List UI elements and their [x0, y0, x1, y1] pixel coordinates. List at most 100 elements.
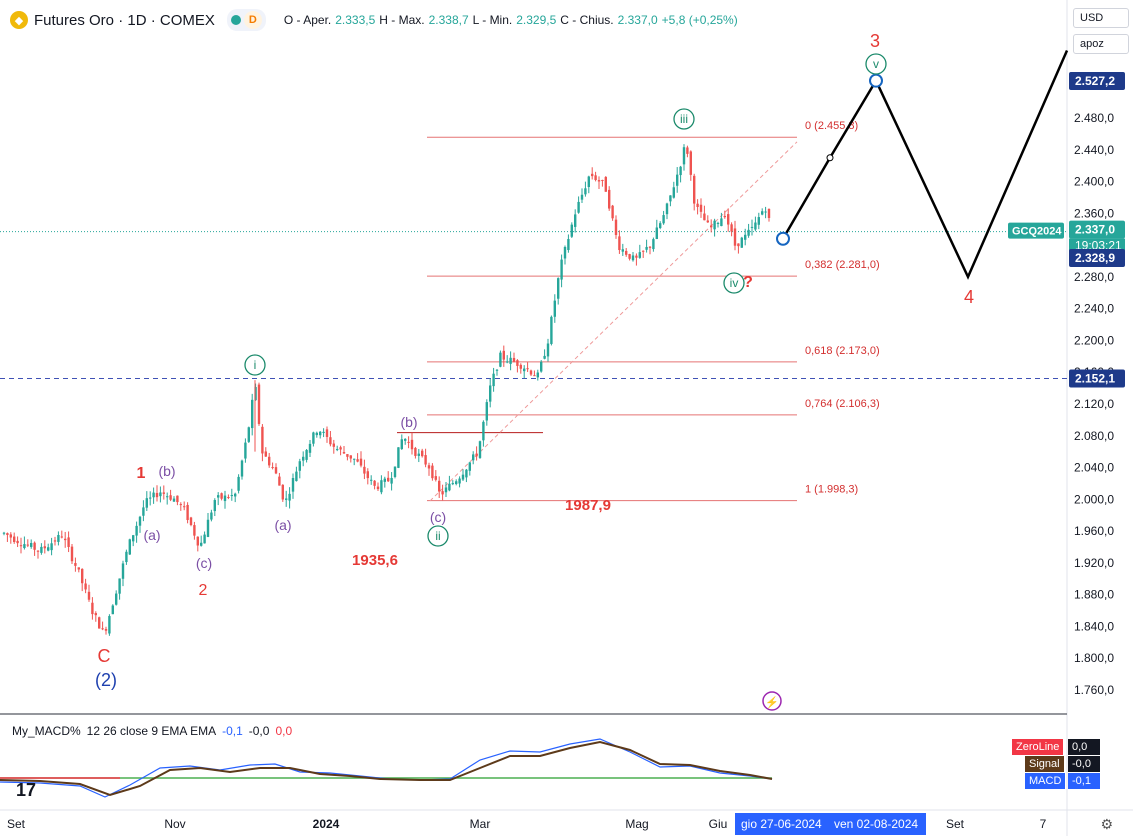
fib-level-label: 0,764 (2.106,3) — [805, 398, 880, 410]
candle-body — [404, 438, 407, 441]
y-tick-label: 2.400,0 — [1074, 175, 1114, 189]
x-tick-label: 2024 — [313, 817, 340, 831]
candle-body — [509, 357, 512, 364]
candle-body — [635, 255, 638, 258]
candle-body — [2, 532, 6, 534]
candle-body — [135, 525, 138, 536]
candle-body — [138, 516, 142, 526]
candle-body — [264, 451, 267, 457]
candle-body — [764, 211, 767, 213]
settings-gear-icon[interactable]: ⚙ — [1100, 816, 1113, 832]
fib-level-label: 0 (2.455,8) — [805, 120, 858, 132]
candle-body — [560, 259, 563, 280]
close-label: C - Chius. — [560, 13, 614, 27]
candle-body — [186, 504, 189, 521]
candle-body — [387, 477, 390, 482]
lightning-icon — [762, 691, 782, 711]
candle-body — [172, 498, 176, 502]
candle-body — [237, 476, 240, 491]
unit-select[interactable]: apoz — [1073, 34, 1129, 54]
candle-body — [281, 484, 284, 500]
candle-body — [390, 477, 393, 484]
candle-body — [125, 551, 128, 563]
y-tick-label: 1.880,0 — [1074, 588, 1114, 602]
candle-body — [750, 226, 754, 228]
gold-logo-icon: ◆ — [10, 11, 28, 29]
candle-body — [655, 227, 658, 240]
candle-body — [84, 583, 87, 590]
macd-legend[interactable]: My_MACD% 12 26 close 9 EMA EMA -0,1 -0,0… — [12, 724, 292, 738]
candle-body — [727, 214, 730, 225]
candle-body — [550, 316, 553, 344]
trend-line — [429, 141, 798, 502]
symbol-title[interactable]: Futures Oro · 1D · COMEX — [34, 11, 215, 29]
candle-body — [312, 432, 315, 444]
candle-body — [417, 453, 420, 456]
candle-body — [200, 542, 203, 546]
candle-body — [563, 246, 567, 259]
candle-body — [359, 458, 363, 466]
macd-value-tag: -0,1 — [1068, 773, 1100, 789]
candle-body — [397, 447, 400, 468]
candle-body — [268, 456, 271, 466]
lightning-icon-glyph: ⚡ — [765, 696, 779, 709]
candle-body — [733, 228, 737, 246]
signal-value: -0,0 — [1068, 756, 1100, 772]
candle-body — [757, 217, 760, 225]
candle-body — [342, 452, 346, 454]
candle-body — [285, 498, 288, 500]
currency-select[interactable]: USD — [1073, 8, 1129, 28]
y-tick-label: 1.920,0 — [1074, 556, 1114, 570]
candle-body — [240, 460, 244, 477]
date-cursor-label: gio 27-06-2024 — [735, 813, 828, 835]
projection-start-point — [776, 231, 790, 246]
status-badges[interactable]: D — [226, 9, 266, 31]
tradingview-logo: 17 — [16, 780, 36, 800]
macd-name: My_MACD% — [12, 724, 81, 738]
candle-body — [101, 628, 104, 630]
wave-label-a2: (a) — [274, 517, 291, 533]
candle-body — [155, 492, 159, 498]
candle-body — [502, 350, 505, 360]
y-tick-label: 1.960,0 — [1074, 524, 1114, 538]
fib-level-label: 0,382 (2.281,0) — [805, 259, 880, 271]
candle-body — [648, 246, 652, 248]
candle-body — [730, 224, 733, 232]
candle-body — [159, 492, 162, 497]
candle-body — [50, 543, 53, 551]
last-price-tag-bg — [1069, 220, 1125, 239]
candle-body — [720, 218, 723, 227]
macd-value-3: 0,0 — [275, 724, 293, 738]
zeroline-value: 0,0 — [1068, 739, 1100, 755]
macd-value-2: -0,0 — [248, 724, 270, 738]
y-tick-label: 2.280,0 — [1074, 270, 1114, 284]
candle-body — [546, 343, 550, 357]
candle-body — [761, 211, 764, 215]
candle-body — [111, 605, 114, 615]
candle-body — [230, 495, 233, 497]
wave-label-2-big: (2) — [95, 670, 117, 690]
candle-body — [444, 487, 448, 493]
wave-label-ii: ii — [435, 529, 440, 543]
candle-body — [693, 175, 696, 204]
candle-body — [108, 616, 111, 634]
target-price-tag-bg — [1069, 72, 1125, 90]
wave-label-a1: (a) — [143, 527, 160, 543]
wave-label-iii: iii — [680, 112, 688, 126]
macd-value-1: -0,1 — [222, 724, 243, 738]
candle-body — [567, 239, 570, 251]
candle-body — [315, 432, 318, 436]
candle-body — [512, 357, 516, 362]
candle-body — [713, 220, 716, 230]
candle-body — [366, 471, 369, 479]
candle-body — [526, 368, 529, 370]
candle-body — [747, 229, 750, 236]
wave-label-C: C — [98, 646, 111, 666]
candle-body — [706, 220, 709, 223]
wave-label-question: ? — [743, 274, 753, 291]
candle-body — [570, 224, 573, 237]
candle-body — [625, 250, 628, 255]
candle-body — [319, 431, 322, 436]
candle-body — [298, 461, 301, 471]
